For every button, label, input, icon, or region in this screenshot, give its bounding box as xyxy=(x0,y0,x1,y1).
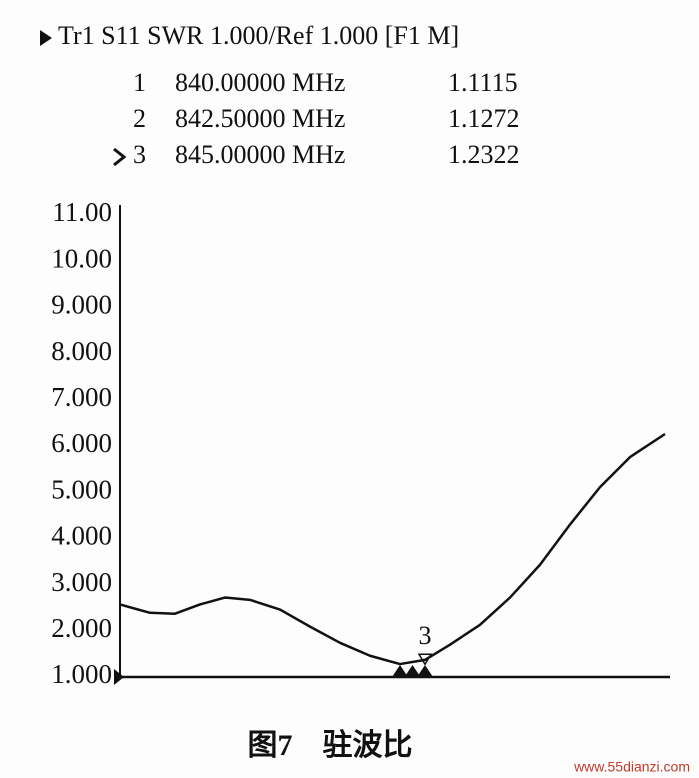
marker-point xyxy=(417,653,433,666)
y-tick-label: 10.00 xyxy=(51,243,112,273)
y-tick-label: 5.000 xyxy=(51,474,112,504)
y-tick-label: 4.000 xyxy=(51,521,112,551)
marker-number: 1 xyxy=(133,68,146,97)
y-tick-label: 8.000 xyxy=(51,336,112,366)
caption: 图7 驻波比 xyxy=(248,729,413,762)
marker-base xyxy=(404,665,421,677)
watermark: www.55dianzi.com xyxy=(573,759,690,775)
marker-frequency: 840.00000 MHz xyxy=(175,68,345,97)
y-tick-label: 9.000 xyxy=(51,290,112,320)
y-tick-label: 7.000 xyxy=(51,382,112,412)
y-tick-label: 6.000 xyxy=(51,428,112,458)
y-tick-label: 3.000 xyxy=(51,567,112,597)
marker-label: 3 xyxy=(419,621,432,650)
marker-value: 1.2322 xyxy=(448,140,520,169)
marker-number: 3 xyxy=(133,140,146,169)
reference-arrow xyxy=(114,669,124,685)
marker-frequency: 842.50000 MHz xyxy=(175,104,345,133)
marker-number: 2 xyxy=(133,104,146,133)
y-tick-label: 1.000 xyxy=(51,659,112,689)
y-tick-label: 11.00 xyxy=(52,197,112,227)
trace-header: Tr1 S11 SWR 1.000/Ref 1.000 [F1 M] xyxy=(58,21,459,50)
marker-frequency: 845.00000 MHz xyxy=(175,140,345,169)
swr-trace xyxy=(119,432,666,666)
marker-value: 1.1115 xyxy=(448,68,518,97)
y-tick-label: 2.000 xyxy=(51,613,112,643)
trace-indicator xyxy=(40,30,52,46)
marker-value: 1.1272 xyxy=(448,104,520,133)
marker-base xyxy=(392,665,408,677)
marker-base xyxy=(417,665,433,677)
active-marker-indicator xyxy=(113,147,127,167)
